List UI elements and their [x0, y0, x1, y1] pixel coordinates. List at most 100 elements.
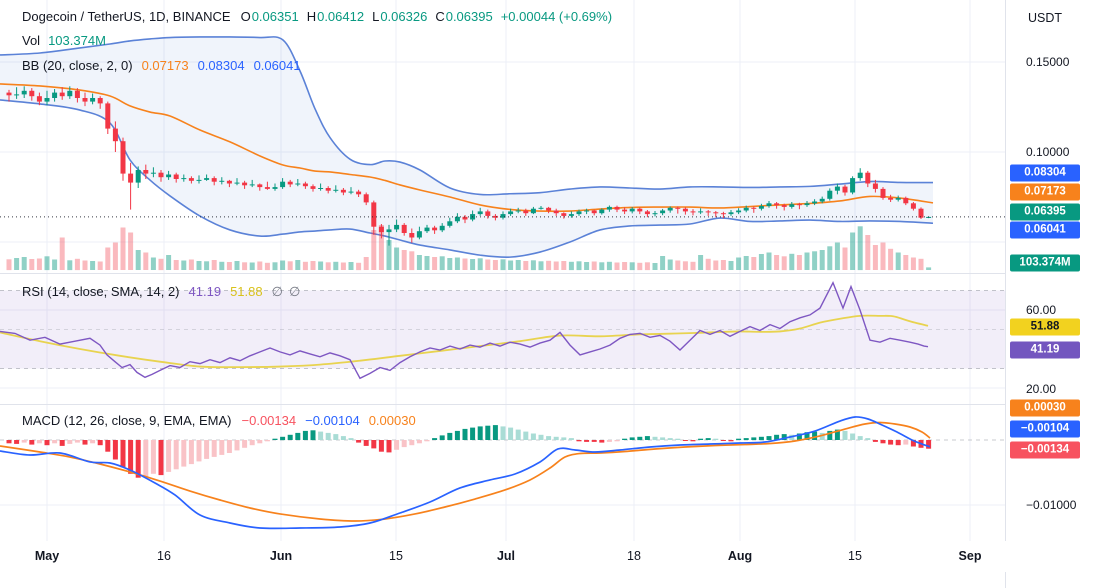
candle-body [538, 207, 544, 209]
currency-label: USDT [1028, 11, 1063, 25]
volume-bar [401, 250, 407, 270]
candle-body [14, 94, 20, 96]
rsi-sma-line [0, 314, 929, 369]
macd-histogram-bar [500, 426, 506, 440]
volume-bar [234, 261, 240, 270]
volume-bar [584, 262, 590, 270]
candle-body [143, 170, 149, 174]
candle-body [758, 206, 764, 209]
macd-histogram-bar [295, 432, 301, 440]
macd-histogram-bar [363, 440, 369, 446]
time-tick-label: 16 [157, 549, 171, 563]
candle-body [44, 98, 50, 102]
macd-histogram-bar [850, 433, 856, 440]
macd-histogram-bar [819, 432, 825, 440]
rsi-line [0, 281, 929, 380]
candle-body [591, 210, 597, 214]
macd-histogram-bar [827, 430, 833, 440]
candle-body [204, 178, 210, 180]
axis-tick-label: 20.00 [1026, 382, 1057, 396]
volume-bar [424, 256, 430, 270]
candle-body [188, 178, 194, 181]
legend-text: 0.00030 [368, 413, 416, 428]
macd-histogram-bar [538, 434, 544, 440]
macd-histogram-bar [386, 440, 392, 453]
macd-histogram-bar [842, 430, 848, 440]
candle-body [553, 210, 559, 214]
macd-histogram-bar [751, 437, 757, 440]
candle-body [743, 207, 749, 211]
volume-bar [363, 257, 369, 270]
candle-body [781, 205, 787, 207]
candle-body [242, 182, 248, 186]
volume-bar [447, 258, 453, 270]
candle-body [21, 90, 27, 95]
macd-histogram-bar [226, 440, 232, 453]
legend-macd[interactable]: MACD (12, 26, close, 9, EMA, EMA) −0.0013… [22, 413, 416, 428]
candle-body [508, 211, 514, 215]
candle-body [477, 211, 483, 215]
legend-bollinger-bands[interactable]: BB (20, close, 2, 0) 0.07173 0.08304 0.0604… [22, 58, 301, 73]
candle-body [850, 178, 856, 193]
volume-bar [6, 259, 12, 271]
candle-body [500, 214, 506, 218]
candle-body [150, 172, 156, 174]
volume-bar [538, 261, 544, 271]
candle-body [827, 190, 833, 199]
legend-symbol-ohlc[interactable]: Dogecoin / TetherUS, 1D, BINANCE O0.06351… [22, 9, 612, 24]
macd-histogram-bar [90, 440, 96, 444]
volume-bar [378, 225, 384, 270]
volume-bar [439, 256, 445, 271]
macd-histogram-bar [477, 426, 483, 440]
legend-text: H [306, 9, 317, 24]
candle-body [880, 188, 886, 198]
macd-histogram-bar [219, 440, 225, 455]
macd-histogram-bar [424, 440, 430, 442]
volume-bar [454, 257, 460, 270]
volume-bar [325, 262, 331, 271]
legend-text: Dogecoin / TetherUS, 1D, BINANCE [22, 9, 231, 24]
candle-body [432, 227, 438, 231]
macd-histogram-bar [211, 440, 217, 457]
macd-histogram-bar [166, 440, 172, 472]
volume-bar [74, 258, 80, 271]
legend-text: BB (20, close, 2, 0) [22, 58, 133, 73]
macd-histogram-bar [568, 438, 574, 440]
price-scale[interactable]: USDT 0.15000 0.10000 0.08304 0.07173 0.06395… [1006, 0, 1116, 588]
volume-bar [751, 257, 757, 270]
candle-body [804, 203, 810, 206]
axis-value-badge: 0.06041 [1010, 221, 1080, 239]
volume-bar [173, 260, 179, 270]
volume-bar [606, 261, 612, 271]
volume-bar [242, 262, 248, 271]
bb-lower-line [0, 99, 934, 259]
rsi-band-fill [0, 290, 1005, 369]
volume-bar [143, 252, 149, 270]
legend-rsi[interactable]: RSI (14, close, SMA, 14, 2) 41.19 51.88 ∅ ∅ [22, 284, 300, 300]
candle-body [272, 187, 278, 189]
macd-histogram-bar [432, 438, 438, 440]
candle-body [599, 209, 605, 214]
candle-body [910, 203, 916, 209]
volume-bar [705, 258, 711, 271]
macd-histogram-bar [196, 440, 202, 462]
macd-histogram-bar [812, 431, 818, 440]
volume-bar [895, 252, 901, 270]
volume-bar [470, 259, 476, 270]
macd-histogram-bar [325, 432, 331, 440]
volume-bar [872, 245, 878, 270]
candle-body [842, 186, 848, 193]
volume-bar [105, 247, 111, 270]
candle-body [219, 180, 225, 182]
volume-bar [553, 261, 559, 270]
legend-text: L [372, 9, 380, 24]
time-tick-label: May [34, 549, 60, 563]
candle-body [675, 207, 681, 209]
macd-histogram-bar [249, 440, 255, 446]
macd-histogram-bar [910, 440, 916, 447]
legend-volume[interactable]: Vol 103.374M [22, 33, 106, 48]
volume-bar [150, 257, 156, 270]
time-scale[interactable]: May 16 Jun 15 Jul 18 Aug 15 Sep [0, 541, 1116, 572]
macd-histogram-bar [242, 440, 248, 448]
